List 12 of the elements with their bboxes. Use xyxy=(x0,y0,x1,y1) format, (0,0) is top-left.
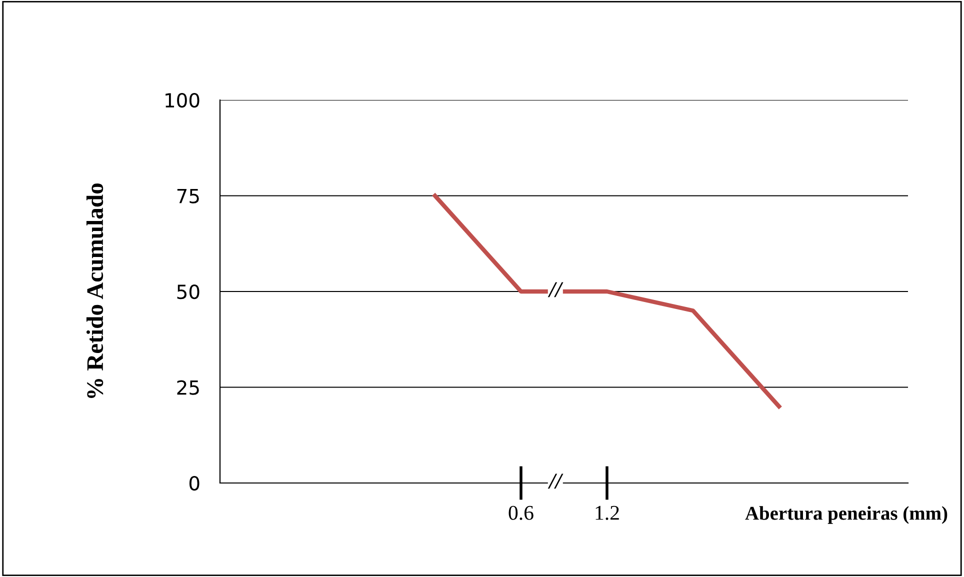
x-tick-label: 0.6 xyxy=(508,506,534,520)
y-tick-label: 75 xyxy=(177,188,199,204)
annotation: // xyxy=(548,474,564,489)
y-tick-label: 100 xyxy=(166,92,200,108)
y-tick-label: 50 xyxy=(177,284,200,300)
x-axis-title: Abertura peneiras (mm) xyxy=(745,506,948,524)
y-tick-label: 25 xyxy=(177,380,199,395)
line-series xyxy=(432,194,782,408)
annotation: // xyxy=(548,282,564,298)
x-tick-label: 1.2 xyxy=(596,506,619,520)
y-tick-label: 0 xyxy=(189,476,200,491)
y-axis-title: % Retido Acumulado xyxy=(86,184,104,398)
